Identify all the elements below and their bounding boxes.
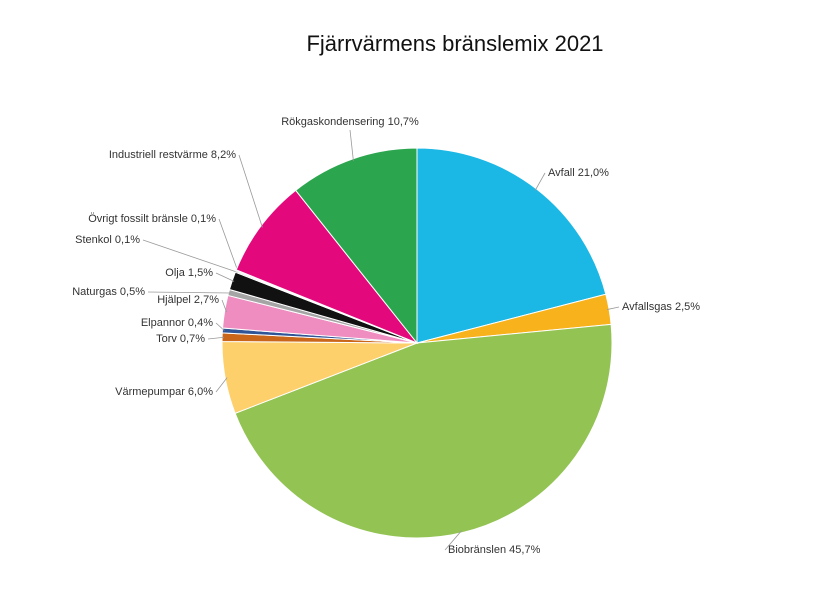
category-label: Olja — [165, 267, 185, 279]
category-label: Hjälpel — [157, 294, 191, 306]
leader-line — [215, 322, 225, 331]
pie-slice — [294, 147, 418, 345]
category-label: Elpannor — [141, 317, 185, 329]
category-label: Avfall — [548, 167, 575, 179]
data-label: Avfallsgas 2,5% — [622, 301, 700, 313]
category-label: Biobränslen — [448, 544, 506, 556]
data-label: Biobränslen 45,7% — [448, 544, 541, 556]
pie-slice — [234, 323, 613, 539]
value-label: 6,0% — [188, 386, 213, 398]
data-label: Stenkol 0,1% — [75, 234, 140, 246]
chart-title: Fjärrvärmens bränslemix 2021 — [306, 31, 603, 56]
category-label: Torv — [156, 333, 177, 345]
leader-line — [215, 377, 228, 393]
category-label: Värmepumpar — [115, 386, 185, 398]
category-label: Övrigt fossilt bränsle — [88, 213, 188, 225]
data-label: Torv 0,7% — [156, 333, 205, 345]
leader-line — [238, 154, 263, 228]
value-label: 45,7% — [509, 544, 540, 556]
leader-line — [215, 272, 235, 282]
data-label: Industriell restvärme 8,2% — [109, 149, 236, 161]
value-label: 0,7% — [180, 333, 205, 345]
leader-line — [142, 239, 238, 273]
value-label: 0,1% — [191, 213, 216, 225]
leader-line — [207, 336, 225, 340]
value-label: 2,7% — [194, 294, 219, 306]
leader-line — [444, 530, 462, 551]
leader-line — [349, 129, 354, 161]
data-label: Olja 1,5% — [165, 267, 213, 279]
category-label: Avfallsgas — [622, 301, 672, 313]
value-label: 0,1% — [115, 234, 140, 246]
value-label: 0,5% — [120, 286, 145, 298]
category-label: Rökgaskondensering — [281, 116, 384, 128]
value-label: 10,7% — [388, 116, 419, 128]
leader-line — [147, 291, 231, 294]
category-label: Naturgas — [72, 286, 117, 298]
value-label: 8,2% — [211, 149, 236, 161]
data-label: Elpannor 0,4% — [141, 317, 213, 329]
leader-line — [606, 306, 620, 310]
leader-line — [218, 218, 239, 272]
data-label: Övrigt fossilt bränsle 0,1% — [88, 213, 216, 225]
leader-line — [534, 172, 546, 191]
value-label: 0,4% — [188, 317, 213, 329]
value-label: 2,5% — [675, 301, 700, 313]
data-label: Värmepumpar 6,0% — [115, 386, 213, 398]
data-label: Rökgaskondensering 10,7% — [281, 116, 419, 128]
pie-slice — [235, 189, 419, 345]
value-label: 1,5% — [188, 267, 213, 279]
value-label: 21,0% — [578, 167, 609, 179]
leader-line — [221, 299, 227, 313]
data-label: Avfall 21,0% — [548, 167, 609, 179]
category-label: Stenkol — [75, 234, 112, 246]
data-label: Naturgas 0,5% — [72, 286, 145, 298]
data-label: Hjälpel 2,7% — [157, 294, 219, 306]
category-label: Industriell restvärme — [109, 149, 208, 161]
